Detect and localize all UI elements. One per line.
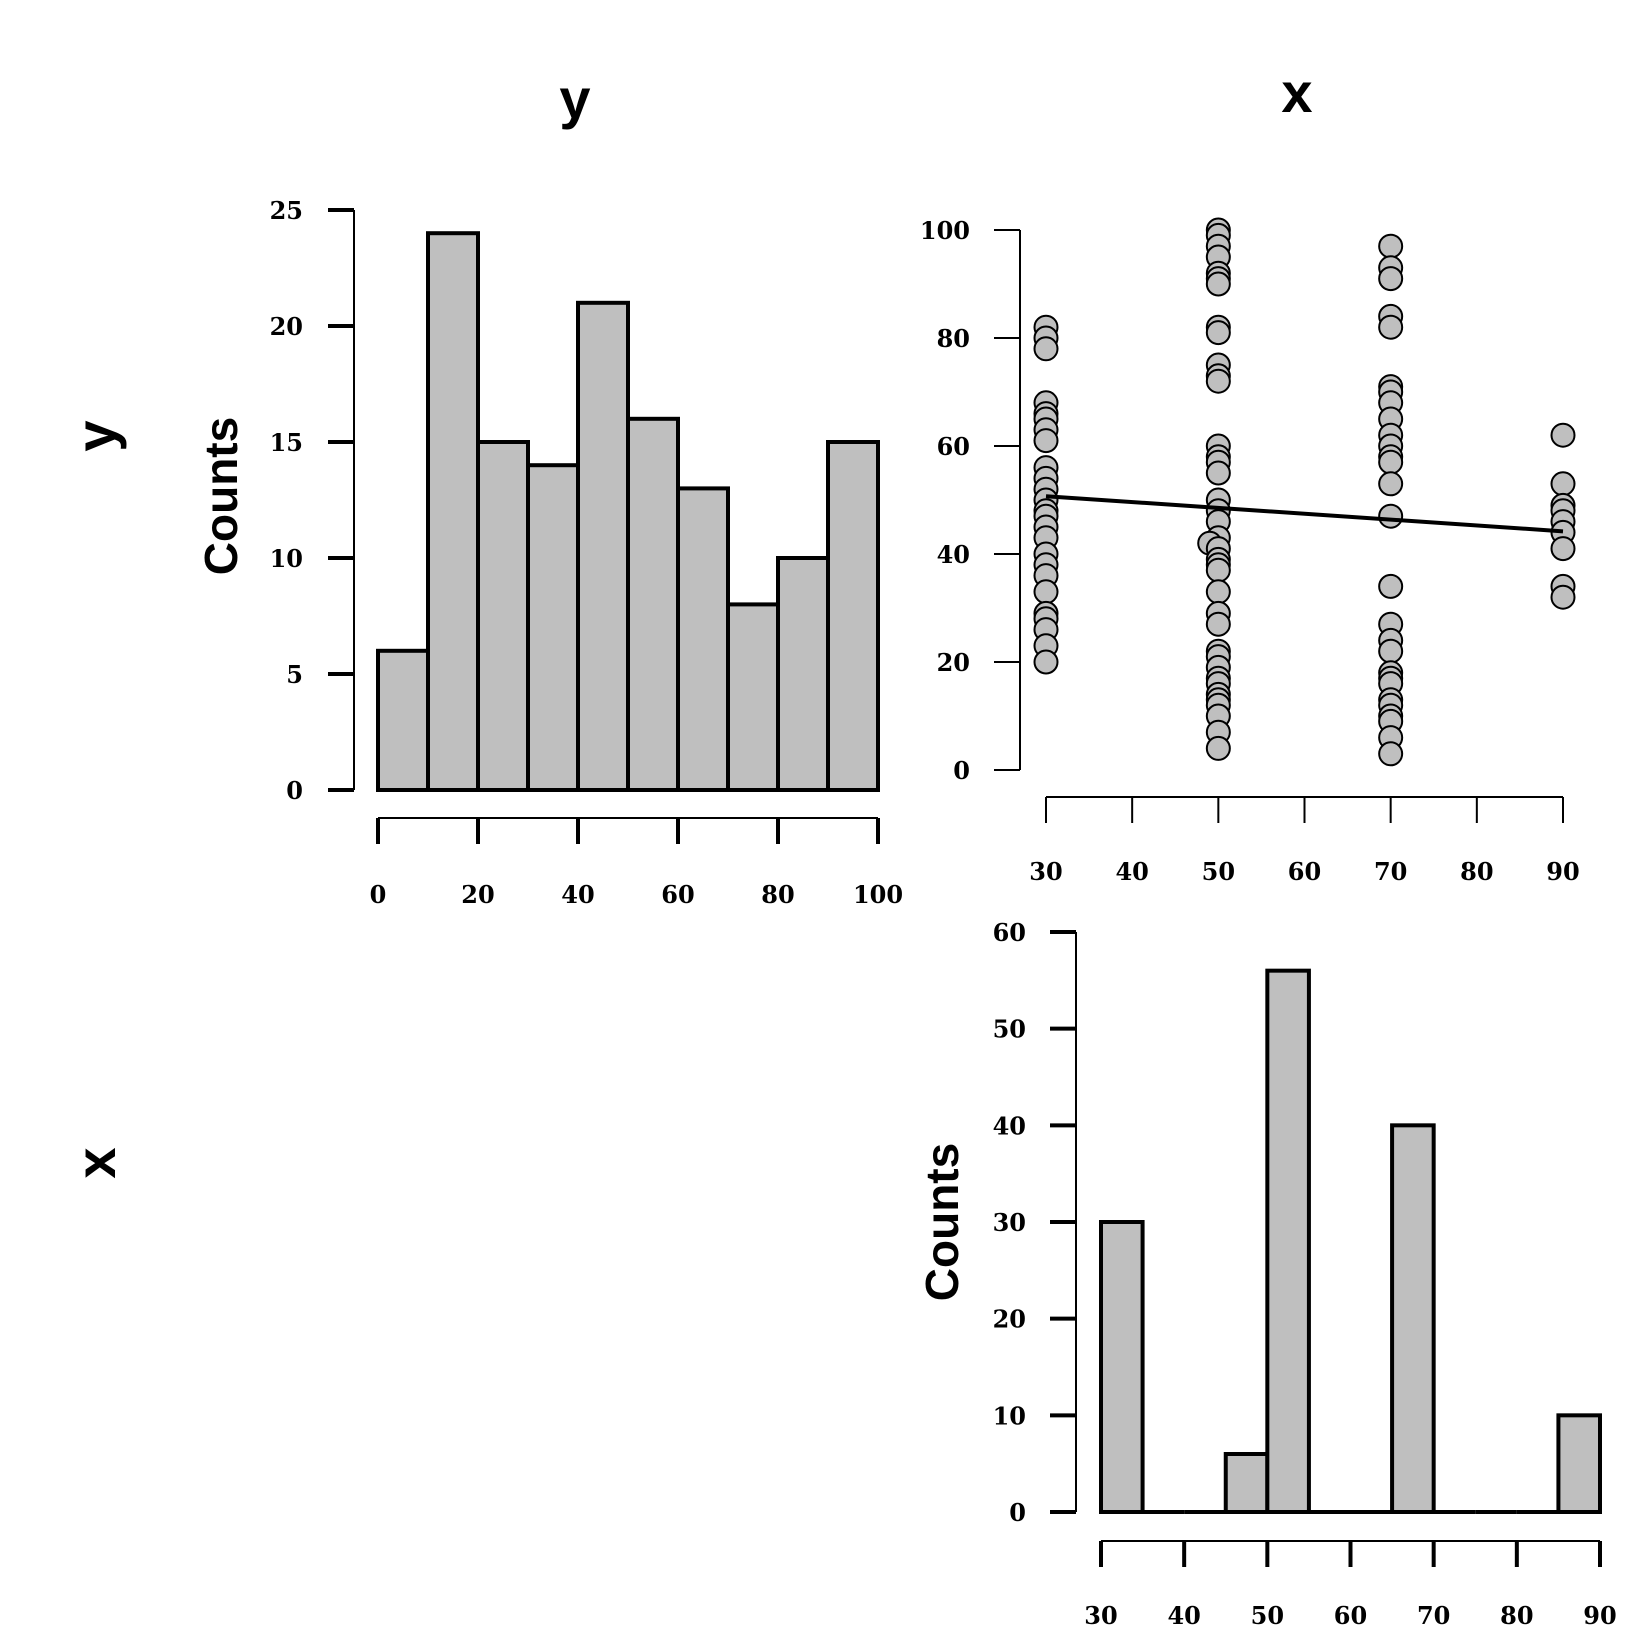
y-tick-label: 100 [920, 216, 970, 245]
x-tick-label: 40 [561, 880, 594, 909]
scatter-point [1550, 536, 1576, 562]
scatter-point [1033, 649, 1059, 675]
x-tick-label: 50 [1202, 857, 1235, 886]
x-tick-label: 30 [1084, 1601, 1117, 1625]
scatter-point [1033, 336, 1059, 362]
histogram-bar [526, 463, 580, 792]
x-tick-label: 80 [761, 880, 794, 909]
scatter-point [1033, 428, 1059, 454]
x-tick-label: 70 [1374, 857, 1407, 886]
scatter-point [1378, 741, 1404, 767]
scatter-point [1205, 735, 1231, 761]
scatter-point [1205, 579, 1231, 605]
x-tick-label: 40 [1167, 1601, 1200, 1625]
x-tick-label: 0 [370, 880, 387, 909]
histogram-bar [776, 556, 830, 792]
scatter-point [1378, 314, 1404, 340]
x-tick-label: 90 [1583, 1601, 1616, 1625]
scatter-point [1378, 503, 1404, 529]
histogram-bar [826, 440, 880, 792]
histogram-bar [476, 440, 530, 792]
x-tick-label: 60 [1334, 1601, 1367, 1625]
scatter-point [1378, 638, 1404, 664]
scatter-point [1205, 557, 1231, 583]
y-tick-label: 60 [937, 432, 970, 461]
histogram-bar [726, 602, 780, 793]
column-label-y: y [559, 67, 590, 130]
histogram-bar [376, 648, 430, 792]
histogram-bar [576, 300, 630, 792]
y-tick-label: 40 [937, 540, 970, 569]
x-tick-label: 80 [1500, 1601, 1533, 1625]
scatter-point [1378, 233, 1404, 259]
histogram-bar [1556, 1413, 1602, 1515]
y-tick-label: 10 [993, 1401, 1026, 1430]
scatter-point [1033, 579, 1059, 605]
scatter-panel: 0 20 40 60 80 100 30 40 50 60 70 80 90 [920, 216, 1580, 886]
histogram-y-panel: Counts 0 5 10 15 20 25 0 20 40 60 80 100 [195, 196, 903, 909]
x-tick-label: 80 [1460, 857, 1493, 886]
scatter-point [1205, 460, 1231, 486]
histogram-bar [1265, 968, 1311, 1514]
y-tick-label: 0 [953, 756, 970, 785]
x-tick-label: 20 [461, 880, 494, 909]
histogram-bar [676, 486, 730, 792]
scatter-point [1205, 611, 1231, 637]
scatter-point [1378, 449, 1404, 475]
scatter-point [1205, 271, 1231, 297]
histogram-x-panel: Counts 0 10 20 30 40 50 60 30 40 50 60 70 80 90 [916, 918, 1617, 1625]
x-tick-label: 60 [1288, 857, 1321, 886]
x-tick-label: 50 [1251, 1601, 1284, 1625]
histogram-bar [1390, 1123, 1436, 1515]
y-tick-label: 60 [993, 918, 1026, 947]
histogram-bar [426, 231, 480, 792]
column-label-x: x [1281, 61, 1312, 124]
scatter-point [1378, 573, 1404, 599]
y-tick-label: 0 [1009, 1498, 1026, 1527]
y-tick-label: 15 [270, 428, 303, 457]
histogram-bar [1099, 1220, 1145, 1514]
scatter-point [1550, 422, 1576, 448]
scatter-point [1205, 368, 1231, 394]
scatter-point [1378, 266, 1404, 292]
y-tick-label: 50 [993, 1015, 1026, 1044]
y-axis-title: Counts [916, 1143, 968, 1301]
scatter-point [1378, 471, 1404, 497]
y-tick-label: 25 [270, 196, 303, 225]
y-tick-label: 40 [993, 1111, 1026, 1140]
y-tick-label: 0 [286, 776, 303, 805]
y-tick-label: 20 [270, 312, 303, 341]
y-tick-label: 80 [937, 324, 970, 353]
histogram-bar [1223, 1452, 1270, 1514]
y-axis-title: Counts [195, 417, 247, 575]
row-label-y: y [64, 420, 127, 451]
x-tick-label: 100 [853, 880, 903, 909]
scatter-point [1205, 320, 1231, 346]
scatter-point [1550, 584, 1576, 610]
x-tick-label: 70 [1417, 1601, 1450, 1625]
y-tick-label: 30 [993, 1208, 1026, 1237]
row-label-x: x [64, 1147, 127, 1178]
scatter-point [1550, 471, 1576, 497]
x-tick-label: 60 [661, 880, 694, 909]
x-tick-label: 30 [1029, 857, 1062, 886]
histogram-bar [626, 416, 680, 792]
y-tick-label: 5 [286, 660, 303, 689]
y-tick-label: 20 [993, 1305, 1026, 1334]
x-tick-label: 40 [1115, 857, 1148, 886]
regression-line [1045, 494, 1564, 534]
y-tick-label: 10 [270, 544, 303, 573]
x-tick-label: 90 [1546, 857, 1579, 886]
y-tick-label: 20 [937, 648, 970, 677]
